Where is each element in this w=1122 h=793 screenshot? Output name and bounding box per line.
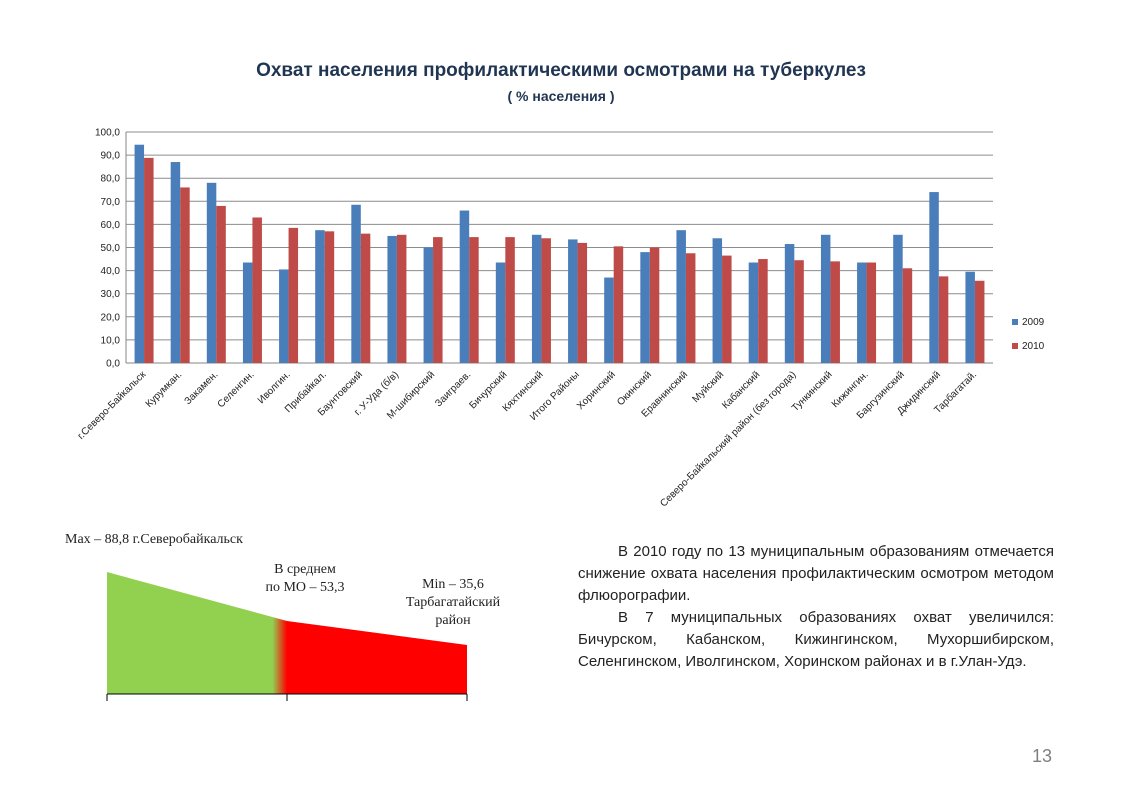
commentary-paragraph-1: В 2010 году по 13 муниципальным образова… — [578, 543, 1054, 604]
bar-2009-13 — [604, 277, 614, 363]
chart-bars — [134, 144, 985, 363]
bar-2010-12 — [577, 242, 588, 363]
bar-2009-3 — [242, 262, 253, 363]
bar-2009-23 — [965, 271, 975, 363]
bar-2010-7 — [396, 234, 407, 363]
y-tick-label: 10,0 — [101, 335, 121, 346]
bar-2010-17 — [758, 259, 768, 363]
bar-2010-5 — [324, 231, 335, 363]
bar-2009-22 — [929, 192, 939, 363]
bar-2009-15 — [676, 230, 686, 363]
chart-subtitle: ( % населения ) — [507, 88, 615, 104]
bar-2009-4 — [279, 269, 289, 363]
legend-label-2009: 2009 — [1022, 317, 1045, 328]
bar-chart: 0,0 10,0 20,0 30,0 40,0 50,0 60,0 70,0 80,0 90,0 1… — [76, 128, 1045, 510]
max-label: Max – 88,8 г.Северобайкальск — [65, 532, 243, 547]
y-tick-label: 50,0 — [101, 243, 121, 254]
min-label-line2: Тарбагатайский — [405, 595, 501, 610]
bar-2009-10 — [495, 262, 506, 363]
bar-2010-2 — [216, 205, 226, 363]
bar-2009-12 — [568, 239, 578, 363]
bar-2009-0 — [134, 144, 145, 363]
bar-2010-14 — [649, 247, 660, 363]
bar-2010-0 — [144, 157, 154, 363]
y-tick-label: 70,0 — [101, 197, 121, 208]
bar-2009-6 — [351, 204, 361, 363]
y-tick-label: 60,0 — [101, 220, 121, 231]
bar-2010-11 — [541, 238, 551, 363]
commentary-text: В 2010 году по 13 муниципальным образова… — [578, 541, 1054, 673]
bar-2010-18 — [794, 260, 804, 363]
bar-2009-5 — [315, 230, 325, 363]
y-tick-label: 20,0 — [101, 312, 121, 323]
bar-2009-17 — [748, 262, 759, 363]
bar-2010-23 — [974, 280, 985, 363]
min-label-line1: Min – 35,6 — [422, 577, 484, 592]
bar-2010-15 — [685, 253, 696, 363]
bar-2010-4 — [288, 227, 299, 363]
page-number: 13 — [1032, 746, 1053, 766]
bar-2010-19 — [830, 261, 840, 363]
min-label-line3: район — [435, 613, 471, 628]
y-tick-label: 30,0 — [101, 289, 121, 300]
bar-2010-10 — [505, 237, 515, 363]
bar-2010-20 — [866, 262, 877, 363]
bar-2010-1 — [180, 187, 190, 363]
chart-title: Охват населения профилактическими осмотр… — [256, 60, 866, 81]
bar-2010-9 — [469, 237, 479, 363]
y-tick-label: 90,0 — [101, 151, 121, 162]
bar-2009-14 — [640, 252, 650, 363]
bar-2009-21 — [893, 234, 903, 363]
bar-2010-3 — [252, 217, 262, 363]
min-label: Min – 35,6 Тарбагатайский район — [390, 576, 516, 630]
legend-swatch-2010 — [1012, 343, 1018, 349]
commentary-paragraph-2: В 7 муниципальных образованиях охват уве… — [578, 609, 1054, 670]
bar-2010-16 — [722, 255, 732, 363]
y-tick-label: 100,0 — [95, 128, 120, 139]
bar-2010-21 — [902, 268, 913, 363]
y-tick-label: 40,0 — [101, 266, 121, 277]
bar-2009-18 — [784, 244, 795, 363]
legend-swatch-2009 — [1012, 319, 1018, 325]
bar-2009-20 — [857, 262, 867, 363]
y-tick-label: 80,0 — [101, 174, 121, 185]
bar-2009-9 — [459, 210, 470, 363]
chart-legend: 2009 2010 — [1012, 317, 1045, 352]
range-wedge — [107, 572, 467, 694]
chart-grid — [125, 131, 993, 364]
bar-2010-22 — [938, 276, 949, 363]
bar-2009-7 — [387, 235, 397, 363]
average-label: В среднем по МО – 53,3 — [245, 561, 365, 597]
bar-2010-6 — [360, 233, 371, 363]
bar-2009-16 — [712, 238, 723, 363]
bar-2009-8 — [423, 247, 434, 363]
bar-2010-13 — [613, 246, 624, 363]
bar-2009-11 — [531, 234, 542, 363]
y-axis-ticks: 0,0 10,0 20,0 30,0 40,0 50,0 60,0 70,0 80,0 90,0 1… — [95, 128, 120, 370]
y-tick-label: 0,0 — [106, 359, 120, 370]
bar-2009-2 — [206, 182, 217, 363]
average-label-line2: по МО – 53,3 — [265, 580, 345, 595]
bar-2010-8 — [433, 237, 443, 363]
average-label-line1: В среднем — [274, 562, 336, 577]
bar-2009-19 — [820, 234, 831, 363]
bar-2009-1 — [170, 162, 181, 363]
legend-label-2010: 2010 — [1022, 341, 1045, 352]
